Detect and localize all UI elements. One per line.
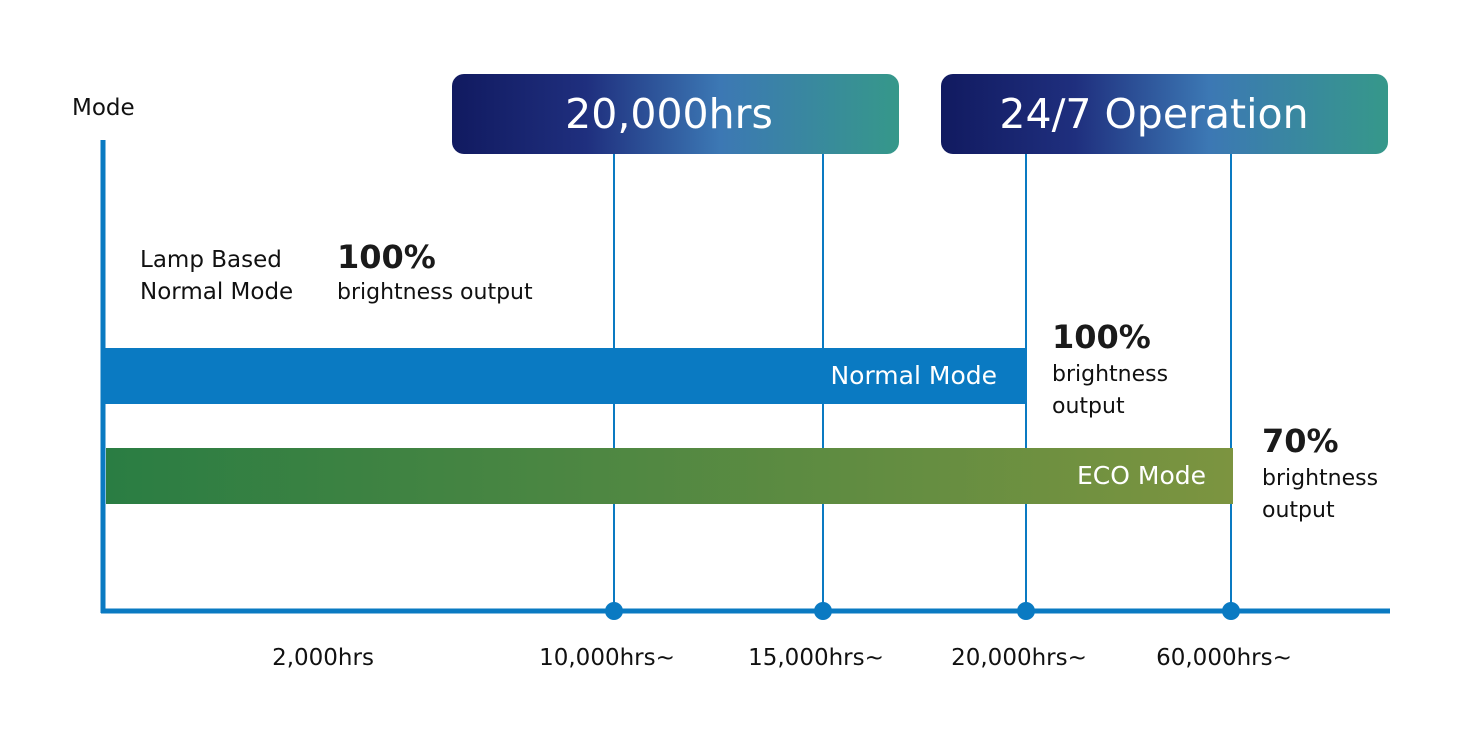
bar-normal-mode-label: Normal Mode — [830, 361, 997, 390]
lamp-text: brightness output — [337, 280, 533, 305]
normal-pct: 100% — [1052, 318, 1151, 356]
normal-text-line2: output — [1052, 394, 1125, 419]
tick-label-3: 20,000hrs~ — [951, 645, 1087, 671]
banner-20000hrs: 20,000hrs — [452, 74, 899, 154]
lamp-pct: 100% — [337, 238, 436, 276]
x-ticks: 2,000hrs 10,000hrs~ 15,000hrs~ 20,000hrs~ 60… — [272, 602, 1292, 671]
y-axis-label: Mode — [72, 95, 135, 121]
tick-dot-2 — [814, 602, 832, 620]
banner-247-label: 24/7 Operation — [999, 90, 1308, 138]
banner-20000hrs-label: 20,000hrs — [565, 90, 773, 138]
tick-label-0: 2,000hrs — [272, 645, 374, 671]
eco-pct: 70% — [1262, 422, 1339, 460]
banner-247-bg — [941, 74, 1388, 154]
tick-label-2: 15,000hrs~ — [748, 645, 884, 671]
tick-dot-4 — [1222, 602, 1240, 620]
normal-text-line1: brightness — [1052, 362, 1168, 387]
tick-dot-1 — [605, 602, 623, 620]
lamp-mode-line1: Lamp Based — [140, 247, 282, 273]
tick-label-4: 60,000hrs~ — [1156, 645, 1292, 671]
banner-20000hrs-bg — [452, 74, 899, 154]
lamp-mode-line2: Normal Mode — [140, 279, 293, 305]
eco-text-line1: brightness — [1262, 466, 1378, 491]
eco-text-line2: output — [1262, 498, 1335, 523]
bar-eco-mode — [106, 448, 1233, 504]
bar-eco-mode-label: ECO Mode — [1077, 461, 1206, 490]
tick-dot-3 — [1017, 602, 1035, 620]
tick-label-1: 10,000hrs~ — [539, 645, 675, 671]
banner-247-operation: 24/7 Operation — [941, 74, 1388, 154]
bar-normal-mode — [104, 348, 1027, 404]
